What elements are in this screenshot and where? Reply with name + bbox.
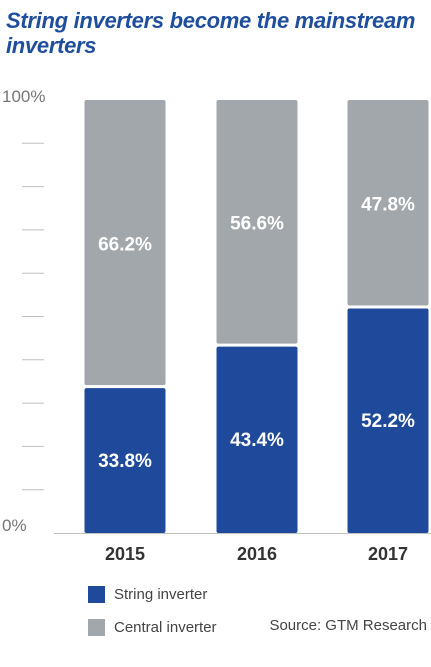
- x-tick-label-2017: 2017: [368, 544, 408, 564]
- data-label-string-inverter-2017: 52.2%: [361, 411, 415, 432]
- bar-central-inverter-2015: [84, 100, 166, 386]
- bar-string-inverter-2017: [347, 308, 429, 533]
- y-tick-label-bottom: 0%: [2, 516, 27, 535]
- legend-item-central-inverter: Central inverter: [88, 617, 217, 637]
- source-note: Source: GTM Research: [269, 617, 427, 634]
- x-tick-label-2015: 2015: [105, 544, 145, 564]
- chart-title: String inverters become the mainstream i…: [6, 8, 416, 58]
- legend-swatch-string-inverter: [88, 585, 105, 603]
- data-label-central-inverter-2016: 56.6%: [230, 214, 284, 235]
- data-label-central-inverter-2015: 66.2%: [98, 234, 152, 255]
- legend-item-string-inverter: String inverter: [88, 584, 207, 604]
- bar-string-inverter-2015: [84, 388, 166, 533]
- data-label-string-inverter-2016: 43.4%: [230, 430, 284, 451]
- y-tick-label-top: 100%: [2, 87, 45, 106]
- x-tick-label-2016: 2016: [237, 544, 277, 564]
- data-label-central-inverter-2017: 47.8%: [361, 194, 415, 215]
- bar-string-inverter-2016: [216, 346, 298, 533]
- data-label-string-inverter-2015: 33.8%: [98, 451, 152, 472]
- legend-swatch-central-inverter: [88, 618, 105, 636]
- legend-label-central-inverter: Central inverter: [114, 618, 217, 636]
- legend-label-string-inverter: String inverter: [114, 585, 208, 603]
- bar-central-inverter-2017: [347, 100, 429, 306]
- bar-central-inverter-2016: [216, 100, 298, 344]
